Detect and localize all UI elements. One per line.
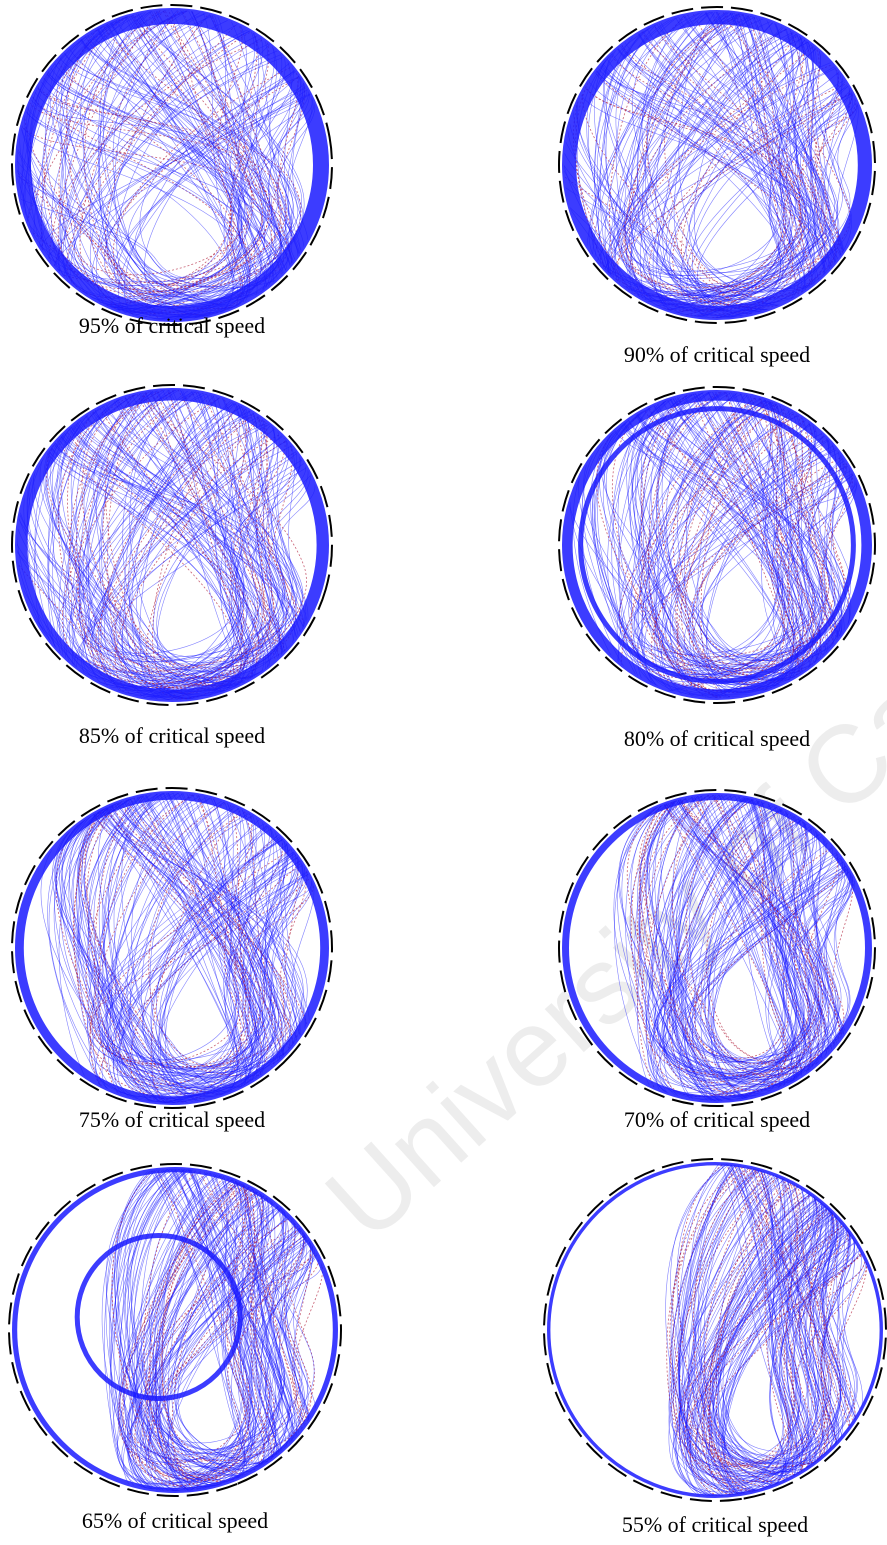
trajectory-panel <box>519 1134 887 1525</box>
trajectory <box>0 101 286 306</box>
caption: 85% of critical speed <box>79 723 265 748</box>
trajectory-panel <box>523 0 883 336</box>
caption: 95% of critical speed <box>79 313 265 338</box>
trajectory-panel <box>0 347 370 743</box>
caption: 70% of critical speed <box>624 1107 810 1132</box>
trajectory <box>66 401 286 689</box>
caption: 75% of critical speed <box>79 1107 265 1132</box>
trajectory <box>62 804 248 1101</box>
page: University of Cape Town 95% of critical … <box>0 0 887 1545</box>
caption: 80% of critical speed <box>624 726 810 751</box>
figure: University of Cape Town 95% of critical … <box>0 0 887 1545</box>
trajectory-panel <box>0 0 357 350</box>
shell-particles <box>23 16 321 314</box>
trajectory-panel <box>502 330 887 760</box>
trajectory <box>637 11 784 291</box>
caption: 90% of critical speed <box>624 342 810 367</box>
caption: 55% of critical speed <box>622 1512 808 1537</box>
caption: 65% of critical speed <box>82 1508 268 1533</box>
